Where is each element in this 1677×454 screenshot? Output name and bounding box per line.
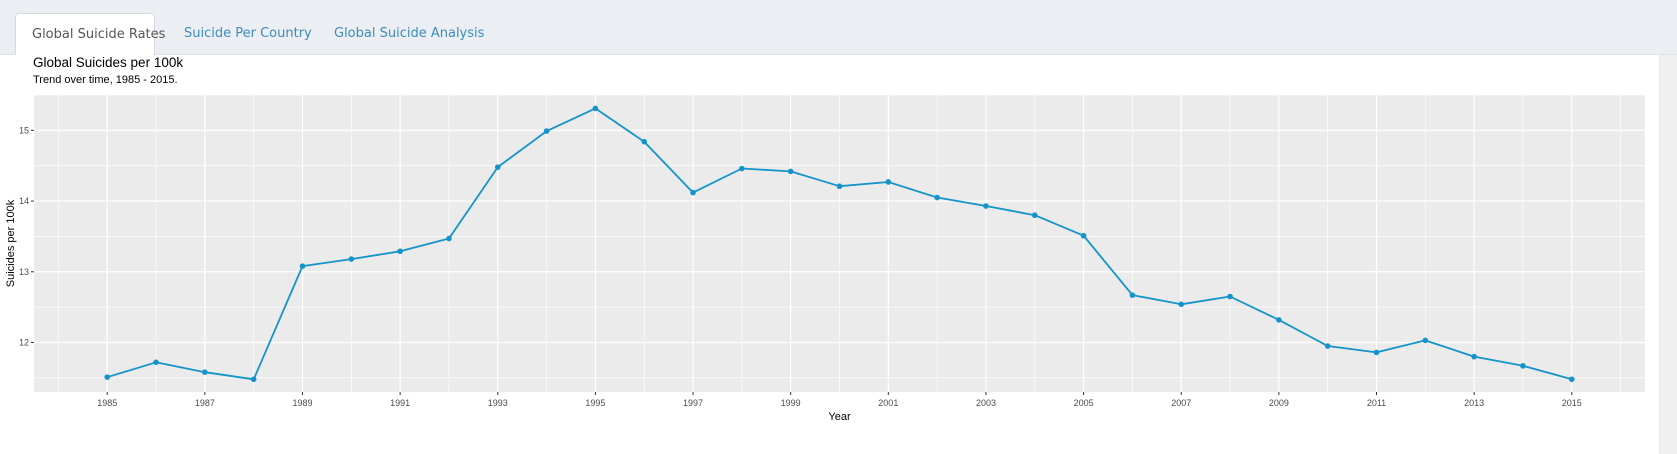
major-gridlines (34, 95, 1645, 392)
x-tick-label: 2009 (1269, 398, 1289, 408)
data-point (1422, 337, 1429, 344)
data-point (1080, 232, 1087, 239)
data-point (787, 168, 794, 175)
y-axis-label: Suicides per 100k (5, 199, 17, 287)
data-point (836, 183, 843, 190)
data-point (299, 263, 306, 269)
y-axis-ticks: 12 13 14 15 (19, 125, 34, 348)
y-tick-label: 13 (19, 267, 29, 277)
x-tick-label: 1987 (195, 398, 215, 408)
data-point (1227, 293, 1233, 300)
x-tick-label: 1989 (292, 398, 312, 408)
data-point (1031, 212, 1038, 219)
y-tick-label: 12 (19, 338, 29, 348)
data-point (1276, 317, 1282, 323)
data-point (1471, 353, 1477, 360)
data-point (543, 128, 550, 134)
x-tick-label: 1991 (390, 398, 410, 408)
x-axis-label: Year (828, 411, 851, 423)
data-point (690, 189, 696, 196)
vertical-scrollbar[interactable] (1659, 55, 1677, 454)
tab-global-suicide-analysis[interactable]: Global Suicide Analysis (334, 26, 485, 41)
data-point (1520, 363, 1526, 369)
line-chart: Global Suicides per 100k Trend over time… (5, 55, 1645, 423)
data-point (1568, 376, 1575, 383)
tab-global-suicide-rates[interactable]: Global Suicide Rates (15, 13, 165, 55)
data-point (104, 374, 111, 380)
data-point (153, 359, 159, 366)
x-tick-label: 2011 (1367, 398, 1386, 408)
x-tick-label: 2015 (1562, 398, 1582, 408)
x-axis-ticks: 1985 1987 1989 1991 1993 1995 1997 1999 2001 2003… (97, 392, 1582, 408)
tab-bar: Global Suicide Rates Suicide Per Country… (0, 0, 1677, 55)
x-tick-label: 1999 (781, 398, 801, 408)
x-tick-label: 2001 (878, 398, 898, 408)
data-point (739, 165, 745, 172)
data-points (104, 105, 1575, 383)
chart-title: Global Suicides per 100k (33, 55, 183, 70)
data-point (641, 138, 648, 145)
x-tick-label: 1995 (585, 398, 605, 408)
data-point (446, 235, 452, 242)
x-tick-label: 2007 (1171, 398, 1191, 408)
x-tick-label: 1985 (97, 398, 117, 408)
x-tick-label: 2003 (976, 398, 996, 408)
x-tick-label: 2005 (1074, 398, 1094, 408)
data-point (494, 164, 501, 170)
x-tick-label: 1997 (683, 398, 703, 408)
x-tick-label: 2013 (1464, 398, 1484, 408)
y-tick-label: 14 (19, 196, 29, 206)
data-point (1324, 343, 1331, 349)
data-point (397, 248, 403, 255)
data-point (1373, 349, 1380, 356)
data-point (348, 256, 355, 262)
data-point (202, 369, 208, 376)
x-tick-label: 1993 (488, 398, 508, 408)
chart-subtitle: Trend over time, 1985 - 2015. (33, 74, 178, 86)
data-point (983, 203, 989, 209)
y-tick-label: 15 (19, 125, 29, 135)
tab-suicide-per-country[interactable]: Suicide Per Country (184, 26, 312, 41)
data-point (250, 376, 257, 383)
data-point (1129, 292, 1136, 298)
data-point (885, 179, 892, 185)
data-point (934, 194, 940, 201)
data-point (1178, 301, 1185, 308)
data-point (592, 105, 599, 112)
